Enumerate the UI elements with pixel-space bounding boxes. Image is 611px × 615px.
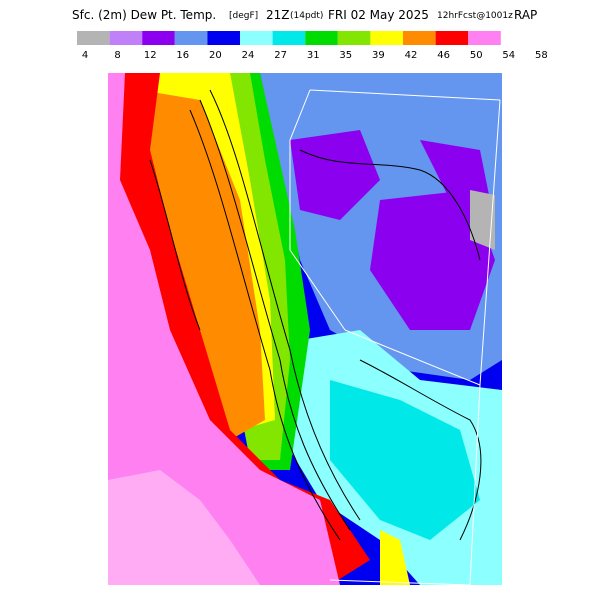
- color-label: 54: [502, 50, 515, 61]
- title-local: (14pdt): [290, 11, 323, 21]
- color-label: 58: [535, 50, 548, 61]
- ocean-shade: [108, 470, 260, 585]
- contour-line: [299, 149, 481, 261]
- color-swatch: [337, 31, 371, 45]
- map: [108, 73, 502, 586]
- color-label: 31: [307, 50, 320, 61]
- contour-line: [189, 109, 341, 541]
- color-swatch: [77, 31, 110, 45]
- color-swatch: [207, 31, 240, 45]
- contour-line: [209, 89, 361, 521]
- contour-line: [359, 359, 482, 541]
- color-swatch: [240, 31, 273, 45]
- contour-line: [199, 99, 351, 531]
- color-swatch: [109, 31, 143, 45]
- region-purple: [370, 190, 495, 330]
- borders: [289, 89, 501, 586]
- contour-line: [149, 159, 201, 331]
- region-cyan: [330, 380, 480, 540]
- state-border: [329, 579, 471, 586]
- color-label: 24: [242, 50, 255, 61]
- region-purple: [420, 140, 490, 200]
- color-swatch: [142, 31, 175, 45]
- color-label: 8: [114, 50, 120, 61]
- region-orange: [140, 90, 265, 440]
- state-border: [469, 384, 481, 586]
- color-swatch: [468, 31, 501, 45]
- color-label: 50: [470, 50, 483, 61]
- color-label: 39: [372, 50, 385, 61]
- color-swatch: [435, 31, 469, 45]
- color-label: 4: [82, 50, 88, 61]
- title-date: FRI 02 May 2025: [328, 8, 429, 22]
- color-label: 42: [405, 50, 418, 61]
- color-label: 46: [437, 50, 450, 61]
- region-pink: [108, 73, 340, 585]
- contours: [149, 89, 482, 541]
- title-forecast: 12hrFcst@1001z: [437, 11, 513, 21]
- title-units: [degF]: [229, 11, 258, 21]
- color-swatch: [174, 31, 208, 45]
- color-label: 16: [176, 50, 189, 61]
- color-label: 20: [209, 50, 222, 61]
- region-yellow: [380, 530, 410, 585]
- color-swatch: [403, 31, 436, 45]
- title-time: 21Z: [266, 8, 290, 22]
- state-border: [289, 140, 346, 331]
- title-main: Sfc. (2m) Dew Pt. Temp.: [72, 8, 216, 22]
- color-swatch: [305, 31, 338, 45]
- region-gray: [470, 190, 495, 250]
- color-label: 12: [144, 50, 157, 61]
- state-border: [309, 89, 501, 101]
- color-label: 35: [339, 50, 352, 61]
- region-purple: [290, 130, 380, 220]
- state-border: [289, 89, 311, 141]
- color-swatch: [370, 31, 403, 45]
- color-swatch: [272, 31, 306, 45]
- color-bar: 4 8 12 16 20 24 27 31 35 39 42 46 50 54 58: [77, 31, 548, 61]
- title-model: RAP: [514, 8, 537, 22]
- color-label: 27: [274, 50, 287, 61]
